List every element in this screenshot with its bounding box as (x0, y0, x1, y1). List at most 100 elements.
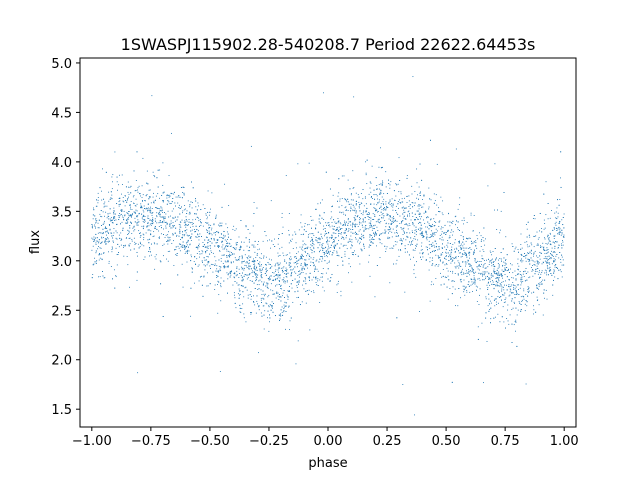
data-point (554, 245, 556, 247)
data-point (182, 246, 184, 248)
data-point (147, 208, 148, 210)
data-point (305, 302, 307, 304)
data-point (223, 254, 225, 256)
data-point (337, 283, 339, 285)
data-point (451, 261, 453, 262)
data-point (127, 218, 128, 220)
data-point (221, 254, 223, 256)
data-point (109, 208, 111, 210)
data-point (372, 228, 374, 229)
data-point (520, 244, 522, 245)
data-point (183, 187, 185, 188)
data-point (350, 235, 352, 237)
data-point (192, 223, 194, 224)
data-point (539, 282, 541, 284)
data-point (132, 227, 134, 229)
data-point (167, 251, 169, 252)
data-point (108, 251, 109, 253)
data-point (97, 192, 99, 194)
data-point (382, 182, 384, 184)
data-point (264, 273, 266, 274)
data-point (414, 414, 416, 416)
data-point (509, 294, 511, 296)
data-point (112, 247, 113, 249)
data-point (179, 230, 181, 232)
data-point (111, 220, 113, 222)
data-point (391, 247, 393, 249)
data-point (147, 239, 149, 241)
data-point (113, 210, 115, 212)
data-point (290, 262, 292, 264)
data-point (473, 252, 475, 254)
data-point (430, 284, 432, 286)
data-point (127, 221, 129, 223)
data-point (297, 266, 298, 268)
data-point (360, 238, 362, 240)
data-point (520, 260, 521, 262)
data-point (221, 206, 223, 208)
data-point (413, 238, 415, 240)
data-point (460, 272, 462, 274)
data-point (328, 225, 330, 226)
data-point (458, 242, 460, 244)
data-point (172, 234, 174, 236)
data-point (528, 261, 530, 263)
data-point (460, 281, 462, 283)
data-point (504, 301, 506, 303)
data-point (544, 260, 546, 262)
data-point (94, 238, 96, 240)
data-point (304, 223, 306, 224)
data-point (92, 245, 94, 247)
data-point (166, 194, 168, 196)
data-point (416, 168, 418, 170)
data-point (313, 276, 314, 278)
data-point (93, 240, 95, 242)
data-point (385, 230, 387, 232)
data-point (317, 285, 319, 286)
data-point (402, 228, 404, 230)
data-point (197, 247, 199, 248)
data-point (301, 253, 303, 255)
data-point (416, 210, 418, 212)
data-point (379, 222, 381, 224)
data-point (157, 169, 159, 171)
data-point (412, 206, 414, 208)
data-point (205, 252, 207, 254)
data-point (352, 232, 354, 234)
data-point (110, 197, 112, 199)
data-point (259, 261, 261, 263)
data-point (400, 193, 402, 195)
data-point (400, 238, 402, 240)
data-point (429, 261, 431, 263)
data-point (522, 273, 524, 275)
data-point (442, 200, 444, 202)
data-point (488, 281, 489, 283)
data-point (500, 252, 502, 253)
data-point (251, 244, 253, 246)
data-point (325, 230, 326, 232)
data-point (126, 201, 128, 203)
data-point (431, 281, 433, 283)
data-point (169, 236, 171, 238)
data-point (418, 198, 419, 200)
data-point (259, 268, 261, 270)
data-point (402, 206, 404, 208)
data-point (261, 281, 263, 283)
data-point (363, 247, 365, 249)
data-point (235, 228, 237, 230)
data-point (252, 225, 254, 227)
data-point (219, 250, 220, 252)
data-point (311, 233, 313, 235)
data-point (102, 233, 104, 235)
data-point (258, 280, 260, 282)
data-point (541, 246, 543, 248)
data-point (461, 274, 463, 276)
data-point (162, 200, 163, 202)
data-point (319, 215, 321, 217)
data-point (511, 292, 513, 294)
data-point (354, 226, 356, 228)
data-point (209, 245, 211, 247)
data-point (221, 233, 223, 235)
data-point (384, 207, 385, 209)
data-point (148, 251, 150, 252)
